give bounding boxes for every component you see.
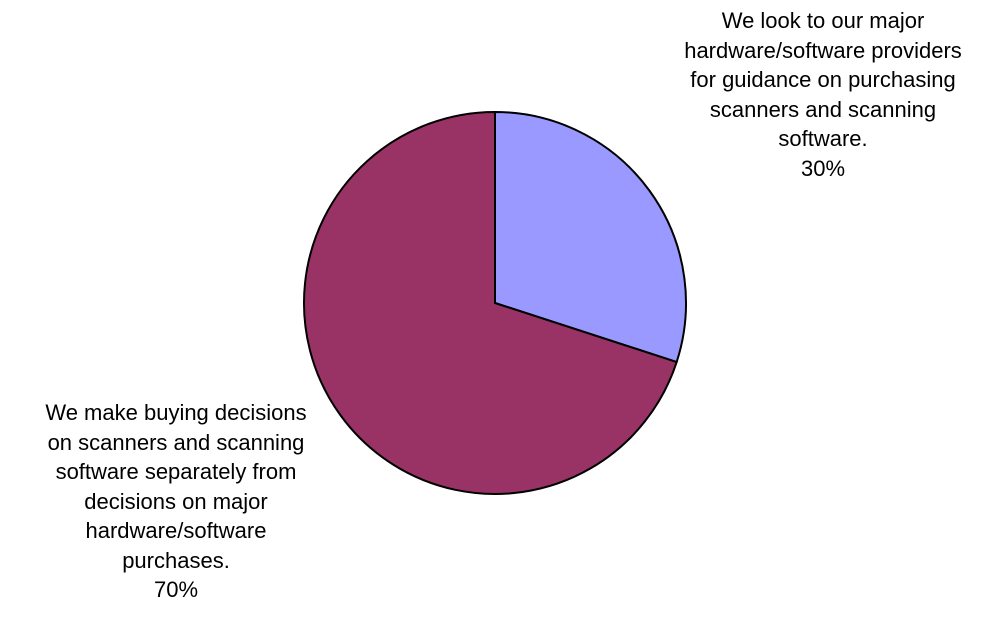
slice-label-separate-decisions: We make buying decisions on scanners and…	[0, 398, 352, 605]
slice-label-line: We make buying decisions	[45, 400, 307, 425]
slice-value-label: 30%	[800, 155, 846, 181]
pie-slice-1	[302, 110, 678, 495]
slice-label-line: software.	[778, 126, 868, 151]
slice-label-provider-guidance: We look to our major hardware/software p…	[653, 6, 993, 183]
slice-label-line: scanners and scanning	[709, 96, 937, 122]
slice-value-label: 70%	[153, 577, 199, 602]
slice-label-line: hardware/software	[85, 518, 267, 543]
slice-label-line: on scanners and scanning	[47, 429, 305, 455]
slice-label-line: purchases.	[122, 547, 230, 573]
slice-label-line: hardware/software providers	[684, 37, 962, 63]
slice-label-line: We look to our major	[721, 8, 925, 33]
slice-label-line: decisions on major	[84, 488, 268, 514]
slice-label-line: software separately from	[55, 459, 297, 484]
slice-label-line: for guidance on purchasing	[690, 67, 956, 92]
pie-slice-0	[494, 110, 687, 364]
